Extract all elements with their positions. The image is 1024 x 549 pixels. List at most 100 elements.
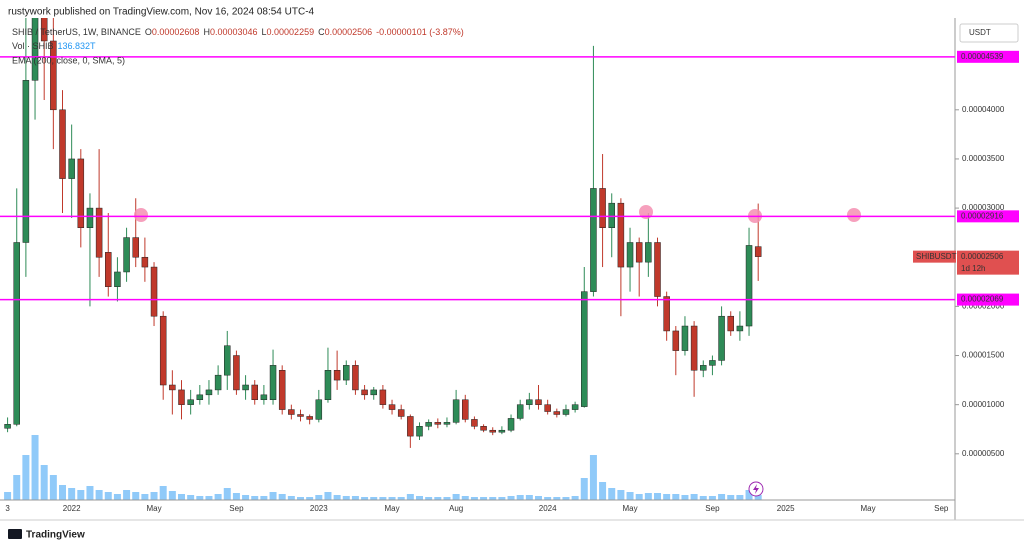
volume-bar [425, 497, 433, 500]
volume-bar [113, 494, 121, 500]
candle-body [626, 242, 634, 268]
candle-body [324, 370, 332, 400]
candle-body [718, 315, 725, 361]
volume-bar [718, 494, 726, 500]
volume-bar [672, 494, 680, 500]
y-tick-label: 0.00001000 [962, 400, 1005, 409]
candle-body [709, 360, 716, 366]
candle-body [434, 422, 442, 425]
volume-bar [287, 496, 295, 500]
volume-bar [324, 492, 332, 500]
volume-bar [690, 494, 698, 500]
candle-body [736, 325, 744, 332]
volume-bar [223, 488, 231, 500]
y-tick-label: 0.00001500 [962, 351, 1005, 360]
candle-body [690, 325, 698, 371]
volume-bar [232, 493, 240, 500]
volume-bar [86, 486, 94, 500]
candle-body [388, 404, 396, 410]
candle-body [141, 256, 149, 268]
candle-body [700, 365, 707, 371]
candle-body [379, 389, 387, 405]
x-tick-label: May [860, 504, 875, 513]
x-tick-label: 2022 [63, 504, 81, 513]
volume-bar [516, 495, 524, 500]
candle-body [425, 422, 432, 427]
volume-bar [745, 490, 753, 500]
volume-bar [315, 495, 323, 500]
candle-body [13, 242, 20, 425]
candle-body [95, 207, 103, 258]
volume-bar [617, 490, 625, 500]
hline-label: 0.00002916 [961, 211, 1004, 220]
candle-body [22, 80, 30, 243]
candle-body [251, 384, 258, 400]
volume-bar [306, 497, 314, 500]
volume-bar [535, 496, 542, 500]
x-tick-label: Sep [705, 504, 720, 513]
y-tick-label: 0.00000500 [962, 449, 1005, 458]
x-tick-label: May [384, 504, 399, 513]
x-tick-label: 3 [5, 504, 10, 513]
ohlc-value: 0.00002506 [325, 27, 373, 37]
candle-body [617, 202, 625, 268]
candle-body [672, 330, 680, 351]
countdown: 1d 12h [961, 264, 985, 273]
candle-body [553, 411, 561, 415]
candle-body [214, 374, 222, 391]
volume-bar [333, 495, 341, 500]
ohlc-key: H [203, 27, 210, 37]
candle-body [443, 422, 451, 425]
volume-bar [544, 497, 552, 500]
candle-body [754, 246, 762, 257]
candle-body [370, 389, 377, 396]
candle-body [50, 40, 57, 111]
volume-bar [452, 494, 460, 500]
candle-body [562, 409, 570, 415]
legend-change: -0.00000101 (-3.87%) [376, 27, 464, 37]
volume-value: 136.832T [58, 41, 97, 51]
candle-body [159, 315, 167, 386]
y-tick-label: 0.00003500 [962, 154, 1005, 163]
volume-bar [269, 492, 277, 500]
candle-body [489, 429, 496, 433]
candle-body [535, 399, 542, 405]
volume-bar [553, 497, 561, 500]
volume-bar [251, 496, 259, 500]
last-price-symbol: SHIBUSDT [916, 252, 957, 261]
volume-bar [297, 497, 304, 500]
candle-body [516, 404, 524, 419]
volume-bar [187, 495, 195, 500]
volume-bar [654, 493, 661, 500]
last-price-label: 0.00002506 [961, 252, 1004, 261]
volume-bar [68, 488, 76, 500]
candle-body [727, 315, 734, 332]
volume-bar [49, 475, 57, 500]
currency[interactable]: USDT [969, 28, 991, 37]
volume-bar [507, 496, 515, 500]
candle-body [269, 365, 277, 400]
volume-bar [77, 490, 85, 500]
last-price-box [957, 250, 1019, 275]
hline-label-box [957, 210, 1019, 223]
volume-bar [379, 497, 387, 500]
y-tick-label: 0.00003000 [962, 203, 1005, 212]
volume-bar [562, 497, 570, 500]
candle-body [462, 399, 469, 420]
ohlc-key: L [262, 27, 267, 37]
volume-bar [525, 495, 533, 500]
candle-body [333, 370, 341, 381]
x-tick-label: 2025 [777, 504, 795, 513]
volume-bar [406, 494, 414, 500]
candle-body [407, 416, 414, 437]
marker [134, 208, 148, 222]
volume-bar [205, 496, 213, 500]
volume-bar [260, 496, 268, 500]
candle-body [205, 389, 213, 396]
y-tick-label: 0.00004000 [962, 105, 1005, 114]
currency-box[interactable] [959, 23, 1019, 43]
candle-body [452, 399, 460, 423]
candle-body [306, 416, 313, 420]
candle-body [68, 158, 75, 179]
